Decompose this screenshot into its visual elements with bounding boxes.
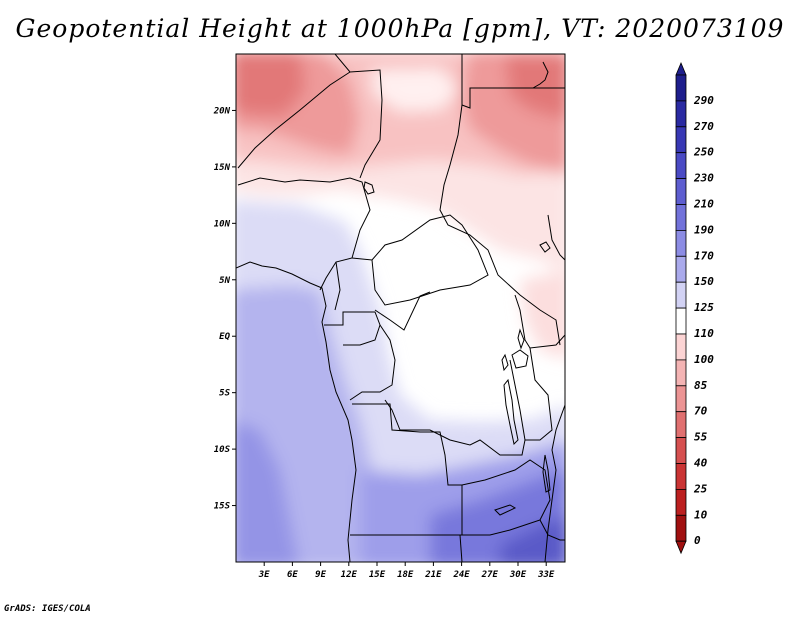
border-mozambique bbox=[539, 519, 565, 541]
colorbar-swatch bbox=[675, 437, 687, 464]
colorbar: 2902702502302101901701501251101008570554… bbox=[675, 61, 714, 555]
lake-victoria bbox=[511, 349, 529, 369]
x-tick-label: 3E bbox=[258, 570, 270, 580]
lake-albert bbox=[517, 328, 525, 350]
colorbar-label: 0 bbox=[694, 534, 701, 547]
kariba bbox=[494, 504, 517, 516]
colorbar-swatch bbox=[675, 514, 687, 542]
border-libya-egypt bbox=[461, 54, 565, 109]
colorbar-label: 190 bbox=[694, 223, 714, 236]
colorbar-swatch bbox=[675, 333, 687, 361]
lake-tana bbox=[539, 241, 551, 253]
colorbar-swatch bbox=[675, 152, 687, 179]
border-drc-east bbox=[384, 359, 526, 456]
border-angola bbox=[350, 403, 463, 536]
y-axis: 20N 15N 10N 5N EQ 5S 10S 15S bbox=[213, 106, 236, 512]
y-tick-label: 10S bbox=[214, 445, 231, 455]
border-botswana bbox=[459, 534, 463, 562]
colorbar-label: 85 bbox=[694, 379, 708, 392]
y-tick-label: 10N bbox=[214, 219, 231, 229]
colorbar-swatch bbox=[675, 100, 687, 128]
colorbar-swatch bbox=[675, 488, 687, 516]
border-tanzania bbox=[525, 347, 553, 441]
colorbar-swatch bbox=[675, 411, 687, 439]
border-cameroon-nigeria bbox=[334, 261, 341, 311]
lake-chad bbox=[363, 181, 375, 195]
colorbar-swatch bbox=[675, 255, 687, 283]
field-sahara-white bbox=[370, 68, 460, 112]
colorbar-top-arrow bbox=[675, 61, 687, 76]
x-tick-label: 6E bbox=[287, 570, 298, 580]
colorbar-label: 70 bbox=[694, 405, 708, 418]
x-tick-label: 15E bbox=[369, 570, 386, 580]
x-tick-label: 33E bbox=[537, 570, 555, 580]
lake-kivu bbox=[501, 353, 509, 372]
x-tick-label: 30E bbox=[509, 570, 527, 580]
colorbar-swatch bbox=[675, 307, 687, 335]
coastline-west bbox=[236, 261, 357, 562]
x-tick-label: 21E bbox=[424, 570, 442, 580]
nile-east bbox=[532, 61, 549, 89]
y-tick-label: 20N bbox=[213, 106, 231, 116]
colorbar-label: 290 bbox=[693, 94, 714, 107]
y-tick-label: 5S bbox=[219, 389, 230, 399]
border-drc-north bbox=[374, 291, 431, 331]
grads-credit: GrADS: IGES/COLA bbox=[4, 604, 91, 614]
colorbar-label: 110 bbox=[694, 327, 714, 340]
field-eastafrica-pink bbox=[520, 271, 565, 359]
colorbar-swatch bbox=[675, 385, 687, 413]
colorbar-label: 55 bbox=[694, 431, 708, 444]
colorbar-label: 100 bbox=[694, 353, 714, 366]
border-sudan-ethiopia bbox=[547, 214, 565, 261]
field-west-deep bbox=[236, 422, 299, 562]
border-kenya-uganda bbox=[514, 294, 565, 349]
x-axis: 3E 6E 9E 12E 15E 18E 21E 24E 27E 30E 33E bbox=[258, 562, 555, 580]
coastlines-and-borders bbox=[236, 54, 565, 562]
colorbar-swatch bbox=[675, 359, 687, 387]
lake-malawi bbox=[542, 454, 551, 493]
colorbar-swatch bbox=[675, 463, 687, 490]
field-nw-deep bbox=[236, 54, 305, 115]
colorbar-swatch bbox=[675, 74, 687, 102]
x-tick-label: 18E bbox=[397, 570, 414, 580]
y-tick-label: EQ bbox=[219, 332, 230, 342]
y-tick-label: 15S bbox=[214, 502, 231, 512]
colorbar-label: 10 bbox=[694, 508, 708, 521]
x-tick-label: 12E bbox=[341, 570, 358, 580]
colorbar-label: 230 bbox=[693, 172, 714, 185]
border-chad-sudan bbox=[439, 104, 561, 346]
colorbar-label: 125 bbox=[694, 301, 714, 314]
border-cameroon-car bbox=[351, 214, 489, 306]
colorbar-swatch bbox=[675, 178, 687, 205]
colorbar-label: 40 bbox=[694, 457, 708, 470]
colorbar-label: 270 bbox=[693, 120, 714, 133]
coastline-east bbox=[544, 404, 565, 562]
colorbar-label: 25 bbox=[693, 482, 708, 495]
colorbar-label: 250 bbox=[693, 146, 714, 159]
border-zambia bbox=[461, 459, 551, 536]
chart-title: Geopotential Height at 1000hPa [gpm], VT… bbox=[15, 14, 785, 43]
x-tick-label: 27E bbox=[481, 570, 499, 580]
colorbar-swatch bbox=[675, 126, 687, 154]
border-niger-chad bbox=[237, 71, 351, 169]
colorbar-swatch bbox=[675, 281, 687, 309]
lake-tanganyika bbox=[503, 378, 519, 446]
x-tick-label: 24E bbox=[452, 570, 470, 580]
border-gabon bbox=[324, 311, 381, 346]
y-tick-label: 5N bbox=[219, 276, 230, 286]
map-frame bbox=[235, 53, 566, 563]
colorbar-swatch bbox=[675, 204, 687, 231]
y-tick-label: 15N bbox=[214, 163, 231, 173]
colorbar-bottom-arrow bbox=[675, 540, 687, 555]
colorbar-label: 170 bbox=[694, 249, 714, 262]
heatmap-area bbox=[236, 54, 565, 562]
x-tick-label: 9E bbox=[315, 570, 326, 580]
colorbar-label: 150 bbox=[694, 275, 714, 288]
colorbar-swatch bbox=[675, 229, 687, 257]
colorbar-label: 210 bbox=[693, 198, 714, 211]
border-congo-drc bbox=[349, 324, 396, 401]
